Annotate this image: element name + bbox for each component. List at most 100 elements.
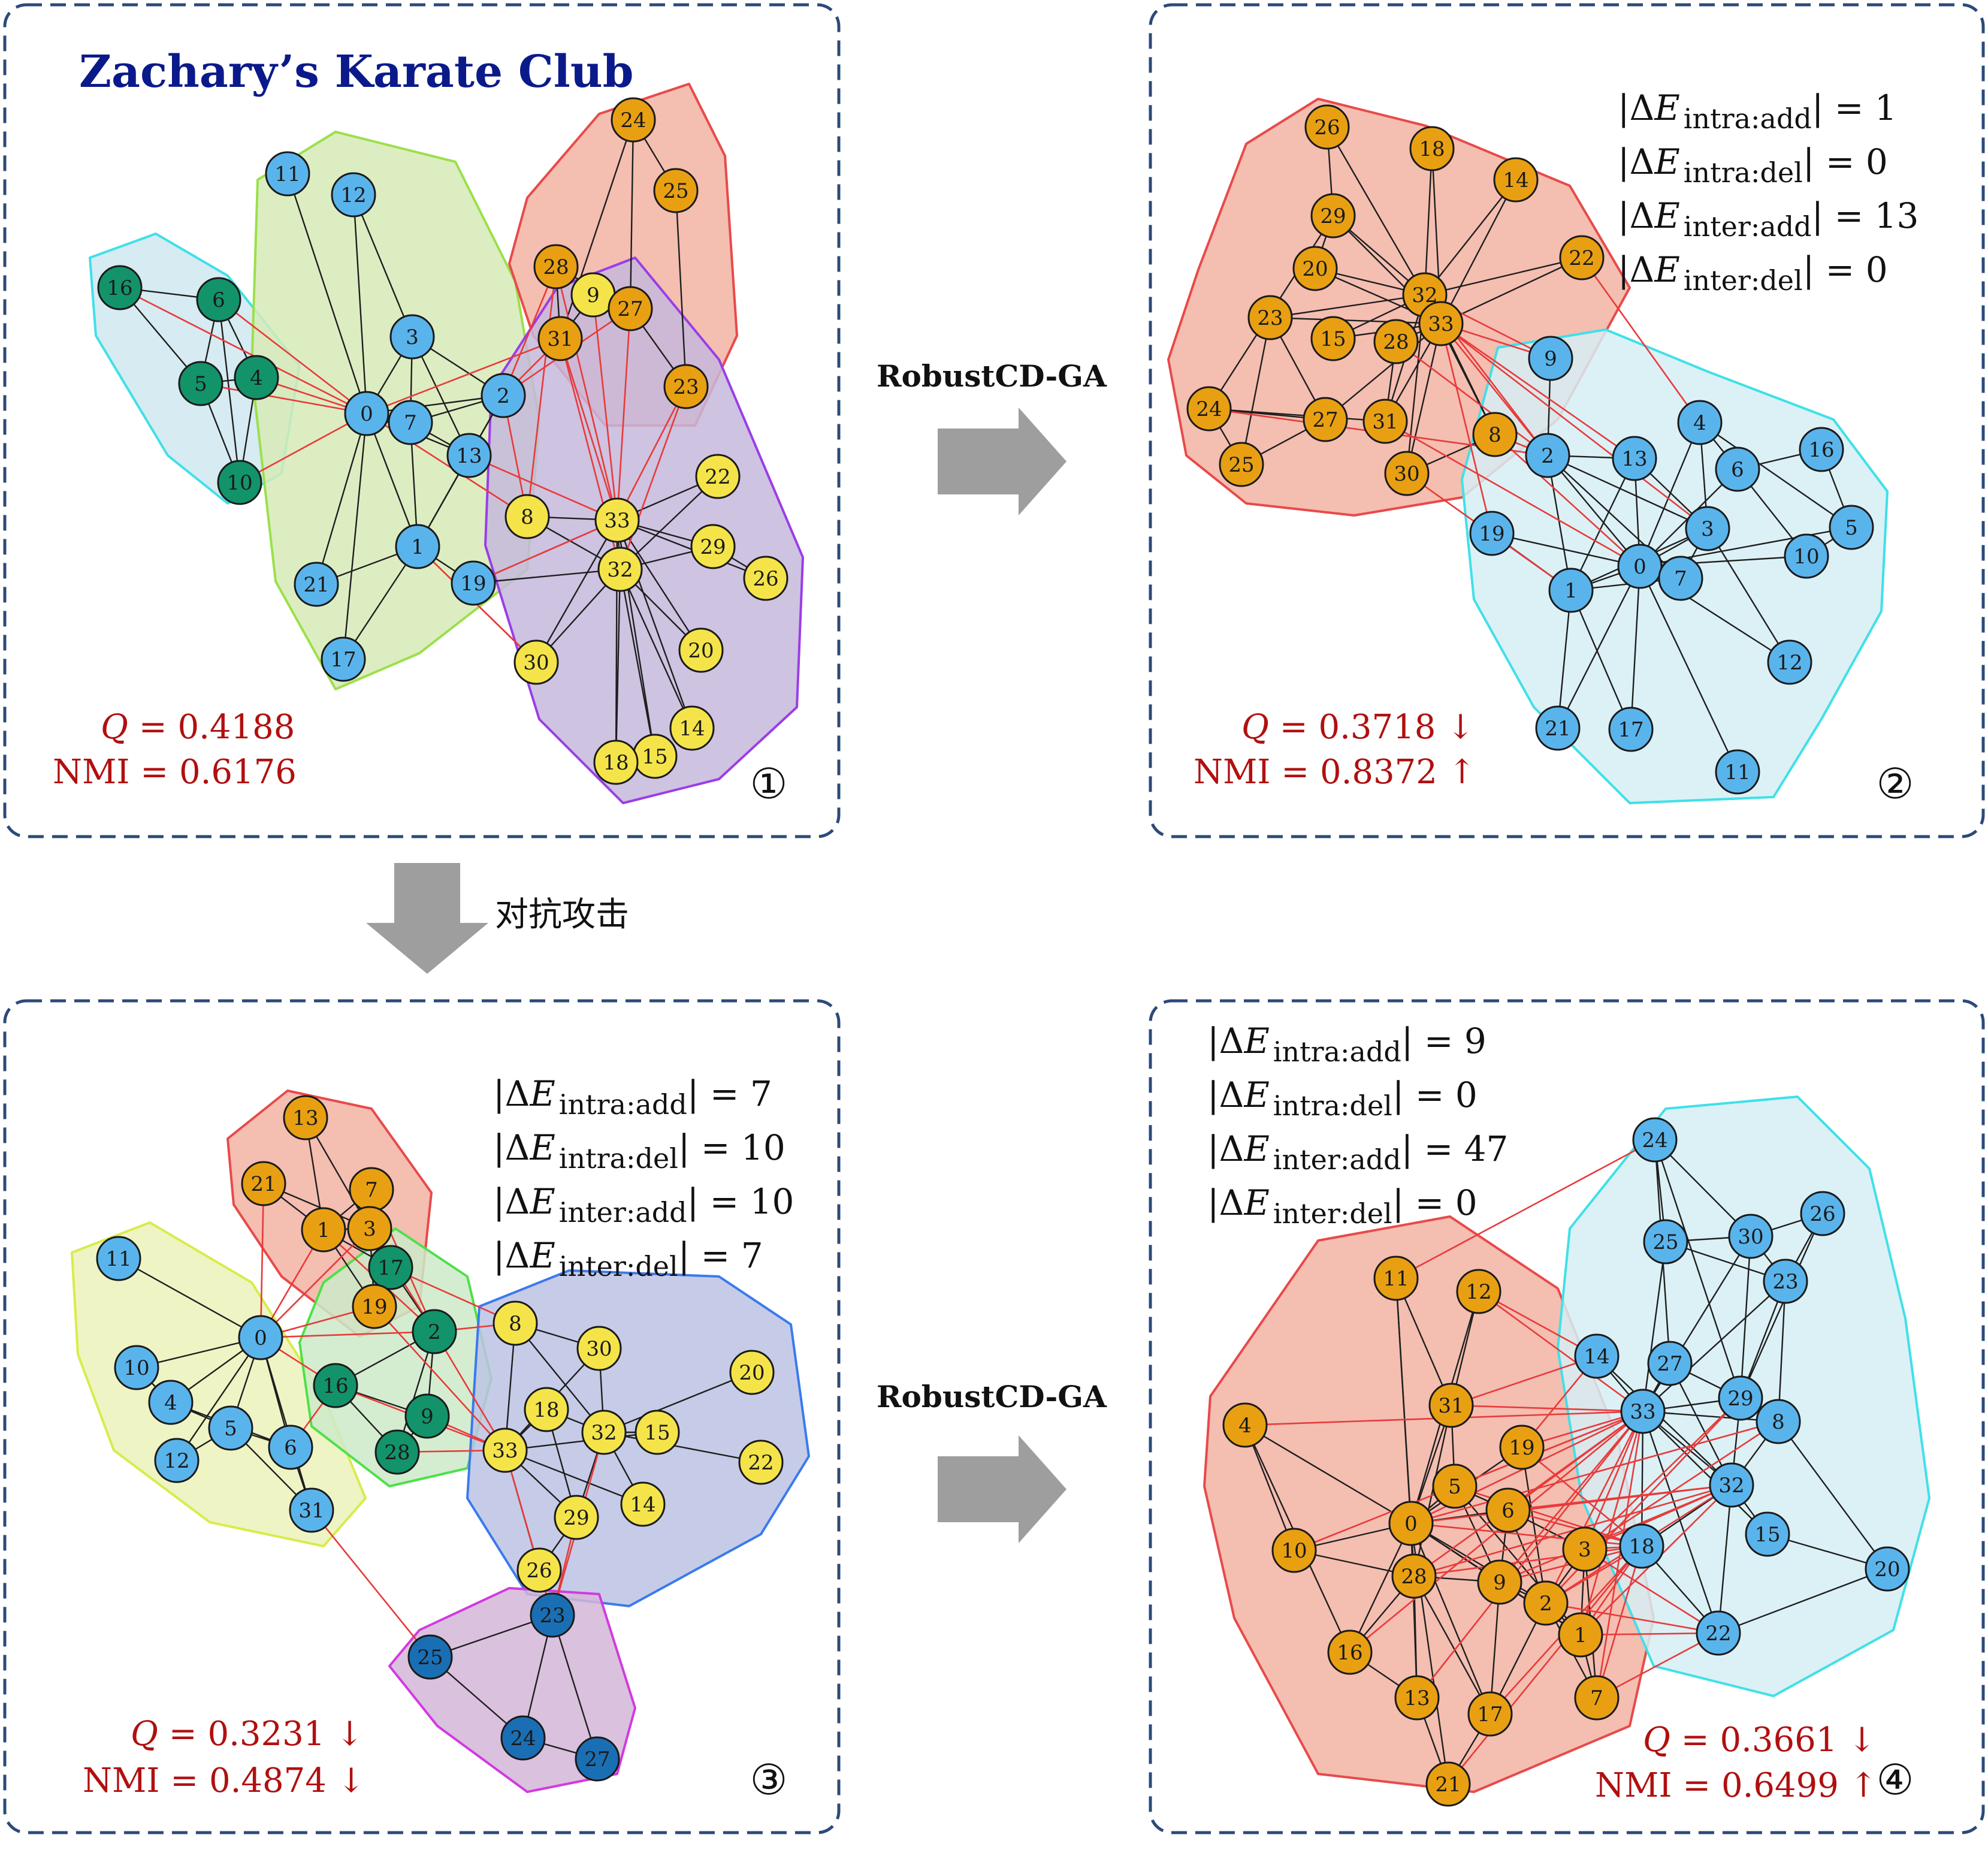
graph-edge — [118, 1257, 261, 1339]
node-circle — [504, 494, 550, 539]
node-label: 12 — [164, 1449, 189, 1473]
node-circle — [1186, 386, 1232, 431]
node-label: 4 — [164, 1391, 177, 1415]
node-circle — [1535, 705, 1581, 751]
node-22: 22 — [1559, 235, 1605, 280]
node-26: 26 — [743, 556, 788, 601]
node-label: 28 — [384, 1441, 410, 1465]
node-16: 16 — [1327, 1629, 1373, 1675]
node-circle — [1784, 533, 1829, 579]
node-16: 16 — [97, 265, 143, 310]
perturbed-edge — [473, 519, 618, 584]
node-label: 19 — [460, 572, 486, 596]
perturbed-edge — [616, 308, 632, 521]
node-circle — [1373, 1256, 1419, 1301]
node-1: 1 — [1558, 1612, 1603, 1658]
node-circle — [1362, 399, 1408, 444]
node-circle — [1523, 1580, 1569, 1626]
perturbed-edge — [1580, 1632, 1719, 1636]
graph-edge — [1639, 566, 1739, 772]
node-label: 1 — [1574, 1623, 1587, 1647]
graph-edge — [1395, 1278, 1452, 1406]
node-label: 22 — [705, 465, 730, 489]
perturbed-edge — [1596, 1546, 1643, 1698]
node-11: 11 — [96, 1236, 141, 1281]
perturbed-edge — [433, 1331, 506, 1451]
node-15: 15 — [632, 734, 678, 779]
graph-edge — [217, 299, 241, 483]
node-label: 7 — [1674, 567, 1687, 591]
node-label: 18 — [603, 751, 629, 775]
node-label: 6 — [1731, 458, 1744, 482]
node-circle — [154, 1438, 200, 1483]
node-2: 2 — [1525, 433, 1570, 478]
node-4: 4 — [148, 1380, 194, 1425]
node-label: 8 — [1772, 1410, 1785, 1434]
node-32: 32 — [581, 1410, 627, 1455]
graph-edge — [1270, 316, 1442, 325]
node-circle — [1715, 749, 1760, 795]
node-8: 8 — [493, 1300, 538, 1346]
panel-number-1: ① — [750, 759, 788, 808]
node-label: 1 — [1564, 579, 1578, 603]
panel-1-nmi: NMI = 0.6176 — [53, 753, 297, 792]
node-circle — [1696, 1610, 1741, 1656]
perturbed-edge — [1579, 1411, 1644, 1635]
node-circle — [294, 562, 339, 607]
node-label: 6 — [284, 1436, 297, 1460]
node-6: 6 — [1485, 1487, 1531, 1533]
node-label: 9 — [1544, 347, 1557, 371]
node-15: 15 — [635, 1410, 680, 1455]
arrow-down-icon — [366, 863, 488, 974]
node-circle — [1493, 157, 1539, 203]
node-label: 30 — [1738, 1225, 1763, 1249]
node-7: 7 — [388, 400, 433, 445]
node-circle — [1310, 316, 1356, 361]
node-label: 0 — [1404, 1512, 1418, 1536]
node-label: 21 — [1435, 1773, 1461, 1797]
graph-edge — [1424, 148, 1433, 295]
node-label: 9 — [1493, 1571, 1506, 1595]
node-8: 8 — [1472, 412, 1518, 457]
node-label: 12 — [1776, 651, 1802, 675]
node-label: 27 — [617, 297, 643, 321]
graph-edge — [1440, 179, 1517, 324]
node-label: 23 — [539, 1604, 565, 1628]
node-label: 33 — [1428, 312, 1454, 336]
node-30: 30 — [1384, 451, 1430, 496]
node-10: 10 — [217, 460, 262, 505]
perturbed-edge — [502, 266, 557, 396]
graph-edge — [342, 413, 368, 660]
node-circle — [368, 1245, 413, 1290]
node-label: 24 — [620, 108, 646, 132]
graph-edge — [1413, 1576, 1491, 1715]
node-14: 14 — [669, 705, 715, 751]
node-25: 25 — [1643, 1219, 1688, 1265]
node-circle — [114, 1345, 159, 1390]
perturbed-edge — [526, 266, 557, 517]
node-26: 26 — [1304, 104, 1350, 150]
node-label: 11 — [105, 1247, 131, 1271]
graph-edge — [619, 569, 656, 757]
node-23: 23 — [530, 1592, 575, 1638]
node-24: 24 — [500, 1715, 546, 1761]
node-circle — [738, 1439, 784, 1485]
node-circle — [241, 1161, 286, 1206]
node-24: 24 — [1632, 1117, 1678, 1163]
graph-edge — [473, 568, 621, 584]
node-26: 26 — [1800, 1191, 1845, 1236]
node-2: 2 — [481, 373, 526, 418]
graph-edge — [551, 1614, 599, 1760]
node-circle — [1559, 235, 1605, 280]
node-label: 2 — [497, 384, 510, 408]
node-circle — [1499, 1425, 1545, 1470]
graph-edge — [366, 394, 504, 415]
graph-edge — [1270, 294, 1425, 319]
graph-edge — [1639, 422, 1701, 567]
perturbed-edge — [1416, 1411, 1644, 1698]
delta-p2-2: |ΔE inter:add| = 13 — [1618, 195, 1918, 243]
delta-p4-3: |ΔE inter:del| = 0 — [1207, 1182, 1478, 1230]
node-circle — [1574, 1333, 1620, 1379]
node-17: 17 — [321, 636, 366, 682]
